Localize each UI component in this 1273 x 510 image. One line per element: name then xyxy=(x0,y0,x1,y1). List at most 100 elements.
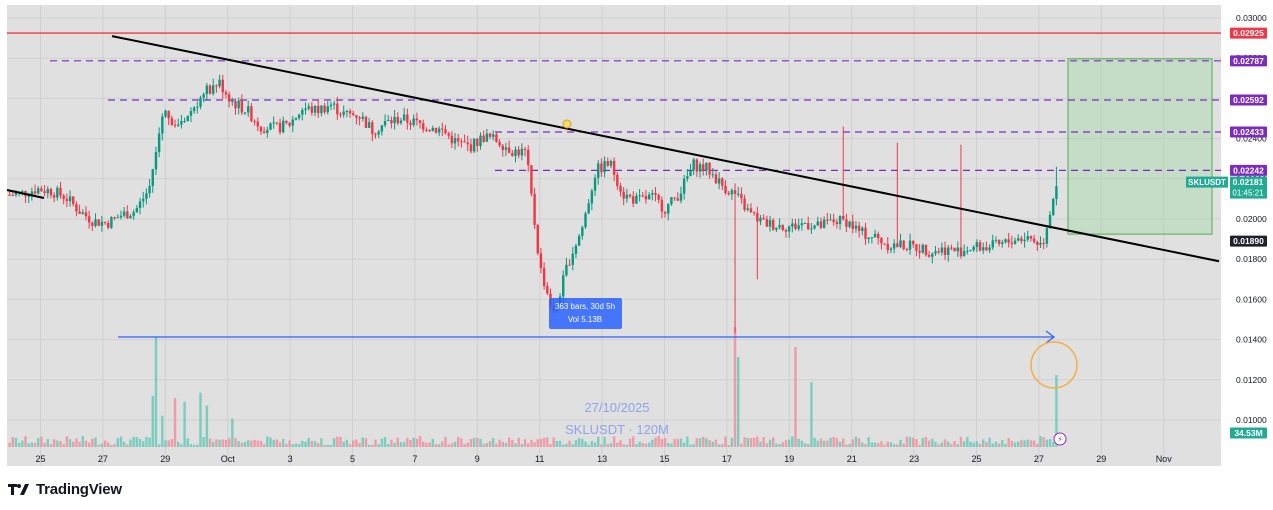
candle-body[interactable] xyxy=(221,79,224,93)
candle-body[interactable] xyxy=(212,85,215,94)
candle-body[interactable] xyxy=(873,233,877,238)
candle-body[interactable] xyxy=(297,114,301,118)
candle-body[interactable] xyxy=(27,195,30,197)
candle-body[interactable] xyxy=(717,178,721,184)
candle-body[interactable] xyxy=(590,190,594,204)
candle-body[interactable] xyxy=(186,115,189,122)
tradingview-logo[interactable]: TradingView xyxy=(8,481,122,498)
candle-body[interactable] xyxy=(224,92,228,95)
candle-body[interactable] xyxy=(740,193,743,199)
candle-body[interactable] xyxy=(390,120,393,124)
candle-body[interactable] xyxy=(380,125,384,132)
candle-body[interactable] xyxy=(100,221,104,226)
candle-body[interactable] xyxy=(695,159,699,172)
candle-body[interactable] xyxy=(641,195,644,197)
candle-body[interactable] xyxy=(574,245,578,254)
candle-body[interactable] xyxy=(1007,239,1010,243)
candle-body[interactable] xyxy=(886,243,889,251)
candle-body[interactable] xyxy=(635,195,638,204)
candle-body[interactable] xyxy=(568,264,571,266)
candle-body[interactable] xyxy=(262,131,266,134)
candle-body[interactable] xyxy=(644,195,648,200)
candle-body[interactable] xyxy=(514,149,517,156)
candle-body[interactable] xyxy=(444,129,447,134)
candle-body[interactable] xyxy=(826,219,829,221)
candle-body[interactable] xyxy=(905,249,909,251)
candle-body[interactable] xyxy=(883,243,886,245)
candle-body[interactable] xyxy=(237,100,240,109)
candle-body[interactable] xyxy=(682,178,686,194)
candle-body[interactable] xyxy=(692,159,695,170)
candle-body[interactable] xyxy=(966,250,969,252)
candle-body[interactable] xyxy=(765,219,769,227)
candle-body[interactable] xyxy=(409,122,412,125)
candle-body[interactable] xyxy=(364,116,368,128)
candle-body[interactable] xyxy=(119,215,123,218)
candle-body[interactable] xyxy=(848,221,851,227)
candle-body[interactable] xyxy=(310,106,314,113)
candle-body[interactable] xyxy=(969,250,972,252)
candle-body[interactable] xyxy=(727,193,730,195)
candle-body[interactable] xyxy=(336,103,339,115)
candle-body[interactable] xyxy=(476,138,479,146)
candle-body[interactable] xyxy=(838,215,842,225)
candle-body[interactable] xyxy=(686,176,689,179)
candle-body[interactable] xyxy=(412,118,415,125)
candle-body[interactable] xyxy=(781,225,784,230)
candle-body[interactable] xyxy=(460,141,463,143)
candle-body[interactable] xyxy=(647,194,651,200)
candle-body[interactable] xyxy=(705,162,708,171)
candle-body[interactable] xyxy=(816,221,819,226)
candle-body[interactable] xyxy=(377,131,380,135)
candle-body[interactable] xyxy=(743,198,746,210)
candle-body[interactable] xyxy=(37,188,40,194)
candle-body[interactable] xyxy=(663,211,667,214)
candle-body[interactable] xyxy=(934,251,937,254)
candle-body[interactable] xyxy=(625,194,629,199)
candle-body[interactable] xyxy=(807,222,810,230)
candle-body[interactable] xyxy=(600,163,603,173)
candle-body[interactable] xyxy=(546,286,549,294)
candle-body[interactable] xyxy=(950,247,953,249)
candle-body[interactable] xyxy=(472,138,476,152)
candle-body[interactable] xyxy=(756,213,759,222)
candle-body[interactable] xyxy=(772,220,775,230)
candle-body[interactable] xyxy=(428,130,431,132)
candle-body[interactable] xyxy=(393,116,396,124)
candle-body[interactable] xyxy=(72,196,75,205)
candle-body[interactable] xyxy=(953,247,956,252)
candle-body[interactable] xyxy=(752,212,756,214)
candle-body[interactable] xyxy=(453,138,457,144)
candle-body[interactable] xyxy=(902,240,905,250)
candle-body[interactable] xyxy=(488,133,492,137)
candle-body[interactable] xyxy=(326,106,329,113)
candle-body[interactable] xyxy=(581,227,584,236)
candle-body[interactable] xyxy=(231,101,234,103)
candle-body[interactable] xyxy=(733,190,737,194)
candle-body[interactable] xyxy=(679,193,683,201)
candle-body[interactable] xyxy=(339,114,342,116)
candle-body[interactable] xyxy=(651,193,654,195)
candle-body[interactable] xyxy=(94,219,97,227)
candle-body[interactable] xyxy=(307,106,310,109)
candle-body[interactable] xyxy=(345,110,349,112)
candle-body[interactable] xyxy=(628,194,632,197)
candle-body[interactable] xyxy=(313,105,317,113)
candle-body[interactable] xyxy=(84,212,88,217)
candle-body[interactable] xyxy=(533,193,536,225)
candle-body[interactable] xyxy=(396,116,399,124)
candle-body[interactable] xyxy=(940,247,944,253)
candle-body[interactable] xyxy=(492,134,495,137)
candle-body[interactable] xyxy=(253,121,256,123)
candle-body[interactable] xyxy=(469,144,473,152)
candle-body[interactable] xyxy=(161,116,164,134)
candle-body[interactable] xyxy=(457,138,460,142)
candle-body[interactable] xyxy=(959,247,963,257)
candle-body[interactable] xyxy=(358,117,361,119)
candle-body[interactable] xyxy=(180,121,183,125)
candle-body[interactable] xyxy=(896,243,899,247)
candle-body[interactable] xyxy=(991,240,994,248)
candle-body[interactable] xyxy=(208,85,212,94)
candle-body[interactable] xyxy=(794,223,797,229)
candle-body[interactable] xyxy=(498,141,501,146)
